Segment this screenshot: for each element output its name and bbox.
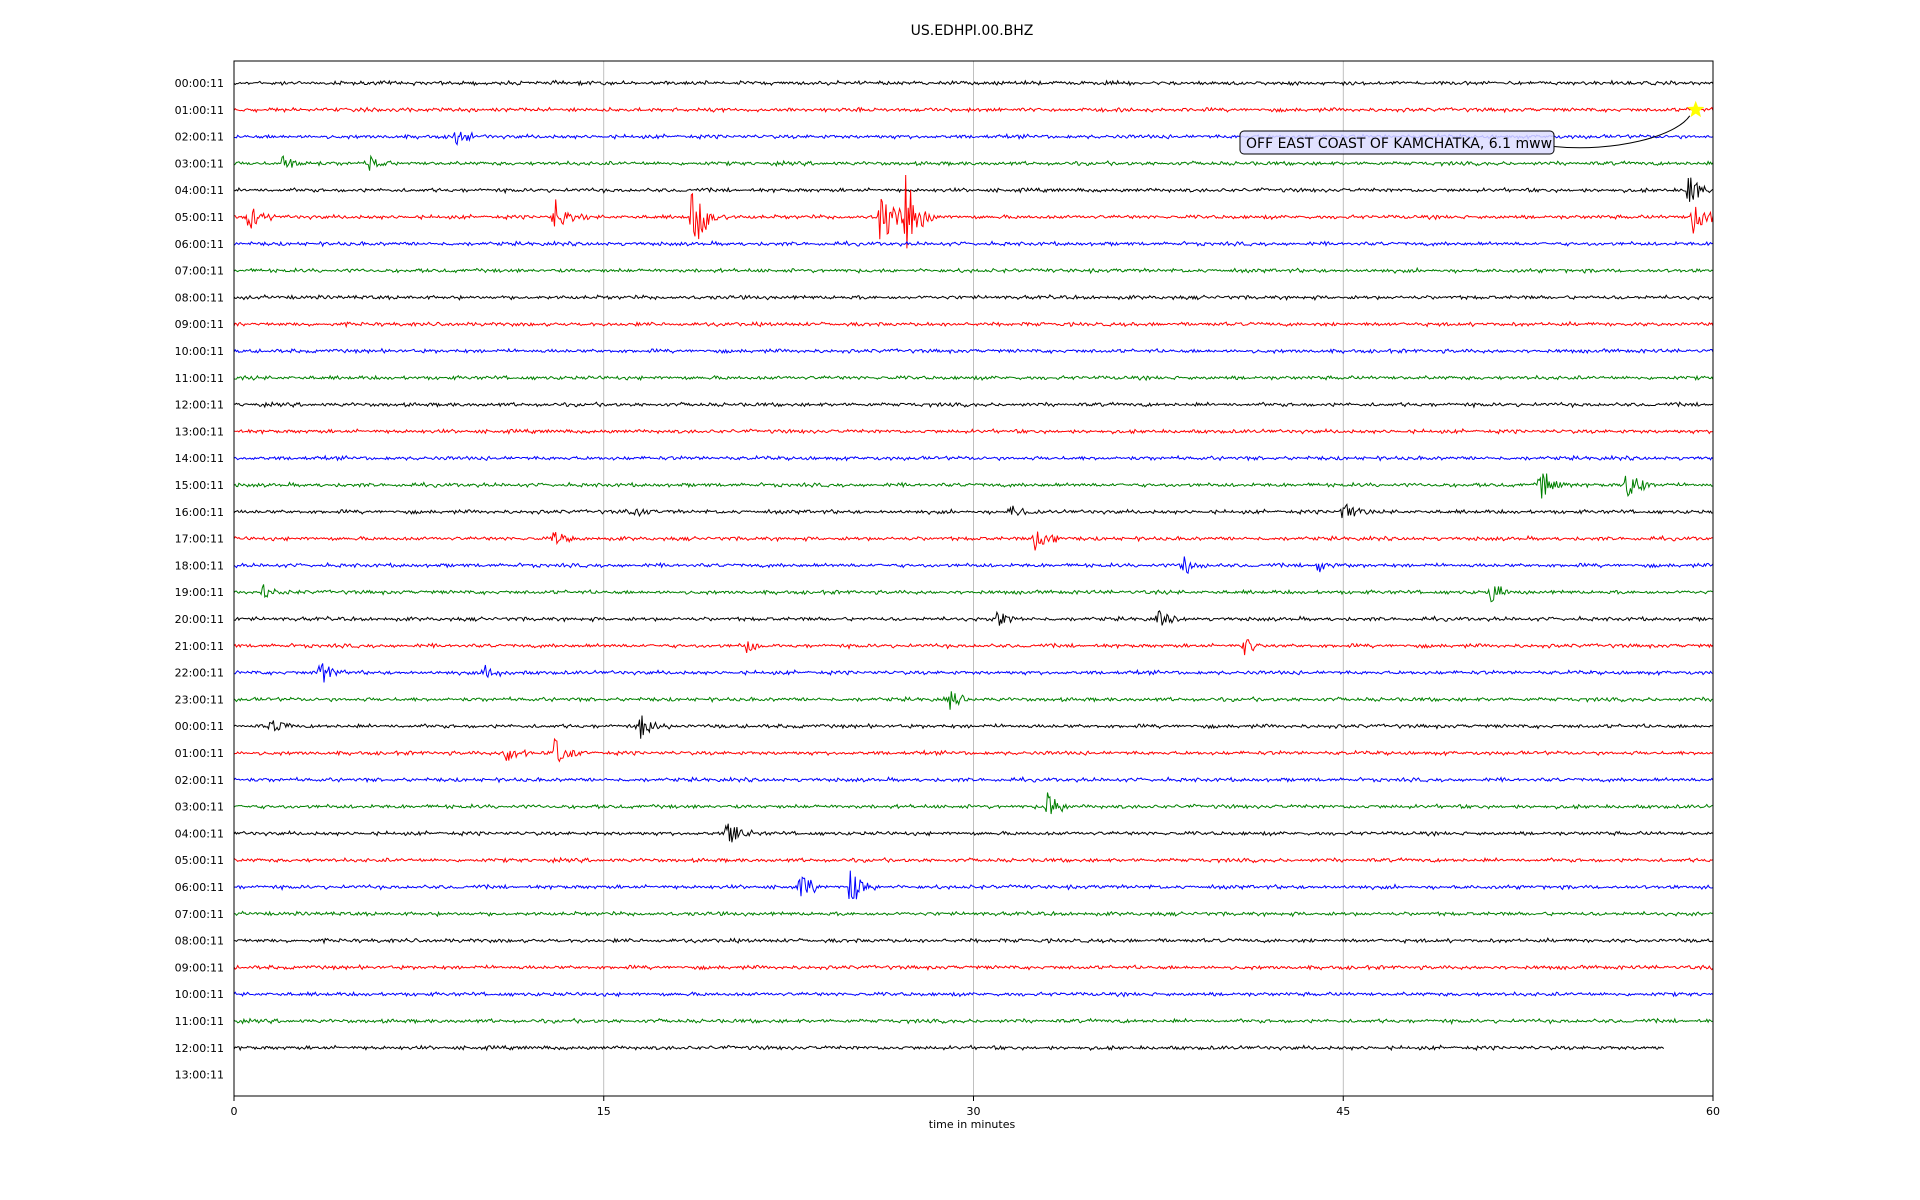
row-time-label: 02:00:11 xyxy=(175,774,224,787)
seismic-trace xyxy=(233,556,1714,575)
seismic-trace xyxy=(233,856,1714,864)
row-labels: 00:00:11 01:00:11 02:00:11 03:00:11 04:00:11… xyxy=(175,77,224,1082)
chart-title: US.EDHPI.00.BHZ xyxy=(911,23,1034,39)
row-time-label: 08:00:11 xyxy=(175,291,224,304)
seismic-trace xyxy=(233,293,1714,302)
row-time-label: 03:00:11 xyxy=(175,801,224,814)
seismic-trace xyxy=(233,154,1714,171)
seismic-trace xyxy=(233,266,1714,275)
row-time-label: 01:00:11 xyxy=(175,104,224,117)
row-time-label: 03:00:11 xyxy=(175,157,224,170)
row-time-label: 09:00:11 xyxy=(175,318,224,331)
seismic-trace xyxy=(233,792,1714,815)
seismic-trace xyxy=(233,106,1714,114)
seismic-trace xyxy=(233,503,1714,519)
row-time-label: 00:00:11 xyxy=(175,720,224,733)
row-time-label: 02:00:11 xyxy=(175,131,224,144)
row-time-label: 21:00:11 xyxy=(175,640,224,653)
row-time-label: 01:00:11 xyxy=(175,747,224,760)
seismic-trace xyxy=(233,427,1714,435)
seismic-trace xyxy=(233,240,1714,248)
event-star-icon xyxy=(1687,100,1705,118)
seismic-trace xyxy=(233,737,1714,763)
row-time-label: 13:00:11 xyxy=(175,1069,224,1082)
seismic-trace xyxy=(234,174,1714,249)
seismic-trace xyxy=(233,910,1714,918)
annotation-box xyxy=(1239,130,1555,155)
seismic-trace xyxy=(233,584,1714,603)
seismic-trace xyxy=(233,990,1714,998)
row-time-label: 05:00:11 xyxy=(175,211,224,224)
row-time-label: 12:00:11 xyxy=(175,1042,224,1055)
x-tick-label: 45 xyxy=(1336,1105,1350,1118)
row-time-label: 18:00:11 xyxy=(175,559,224,572)
seismic-trace xyxy=(234,937,1714,945)
seismic-trace xyxy=(233,177,1714,202)
row-time-label: 11:00:11 xyxy=(175,372,224,385)
x-axis-label: time in minutes xyxy=(929,1118,1016,1131)
row-time-label: 13:00:11 xyxy=(175,425,224,438)
row-time-label: 04:00:11 xyxy=(175,184,224,197)
traces xyxy=(233,79,1714,1052)
x-tick-label: 60 xyxy=(1706,1105,1720,1118)
row-time-label: 23:00:11 xyxy=(175,693,224,706)
x-tick-label: 15 xyxy=(597,1105,611,1118)
seismic-trace xyxy=(233,610,1714,626)
row-time-label: 08:00:11 xyxy=(175,935,224,948)
seismic-trace xyxy=(233,320,1714,329)
row-time-label: 16:00:11 xyxy=(175,506,224,519)
row-time-label: 04:00:11 xyxy=(175,827,224,840)
x-tick-label: 0 xyxy=(231,1105,238,1118)
seismic-trace xyxy=(233,454,1714,462)
seismic-trace xyxy=(233,1044,1665,1052)
row-time-label: 14:00:11 xyxy=(175,452,224,465)
seismic-trace xyxy=(233,823,1714,843)
row-time-label: 07:00:11 xyxy=(175,265,224,278)
row-time-label: 17:00:11 xyxy=(175,533,224,546)
annotation-label: OFF EAST COAST OF KAMCHATKA, 6.1 mww xyxy=(1246,136,1552,152)
seismic-trace xyxy=(233,79,1714,87)
row-time-label: 19:00:11 xyxy=(175,586,224,599)
seismic-trace xyxy=(233,347,1714,355)
seismic-trace xyxy=(233,473,1714,499)
seismic-trace xyxy=(233,639,1714,656)
x-axis-ticks: 0 15 30 45 60 xyxy=(231,1096,1720,1118)
event-annotation: OFF EAST COAST OF KAMCHATKA, 6.1 mww xyxy=(1239,100,1705,155)
row-time-label: 07:00:11 xyxy=(175,908,224,921)
annotation-connector xyxy=(1553,115,1691,149)
row-time-label: 05:00:11 xyxy=(175,854,224,867)
row-time-label: 00:00:11 xyxy=(175,77,224,90)
seismic-trace xyxy=(234,663,1714,683)
seismic-trace xyxy=(233,691,1714,710)
row-time-label: 06:00:11 xyxy=(175,881,224,894)
seismic-trace xyxy=(233,715,1714,739)
row-time-label: 06:00:11 xyxy=(175,238,224,251)
row-time-label: 10:00:11 xyxy=(175,345,224,358)
seismic-trace xyxy=(233,963,1714,971)
x-tick-label: 30 xyxy=(967,1105,981,1118)
row-time-label: 10:00:11 xyxy=(175,988,224,1001)
row-time-label: 12:00:11 xyxy=(175,399,224,412)
seismic-trace xyxy=(233,776,1714,784)
seismic-trace xyxy=(233,531,1714,551)
row-time-label: 22:00:11 xyxy=(175,667,224,680)
seismic-trace xyxy=(233,374,1714,382)
row-time-label: 15:00:11 xyxy=(175,479,224,492)
grid-lines xyxy=(603,61,1344,1096)
seismic-trace xyxy=(233,1017,1714,1026)
seismic-trace xyxy=(233,870,1714,900)
seismic-trace xyxy=(233,401,1714,409)
row-time-label: 11:00:11 xyxy=(175,1015,224,1028)
row-time-label: 20:00:11 xyxy=(175,613,224,626)
row-time-label: 09:00:11 xyxy=(175,961,224,974)
